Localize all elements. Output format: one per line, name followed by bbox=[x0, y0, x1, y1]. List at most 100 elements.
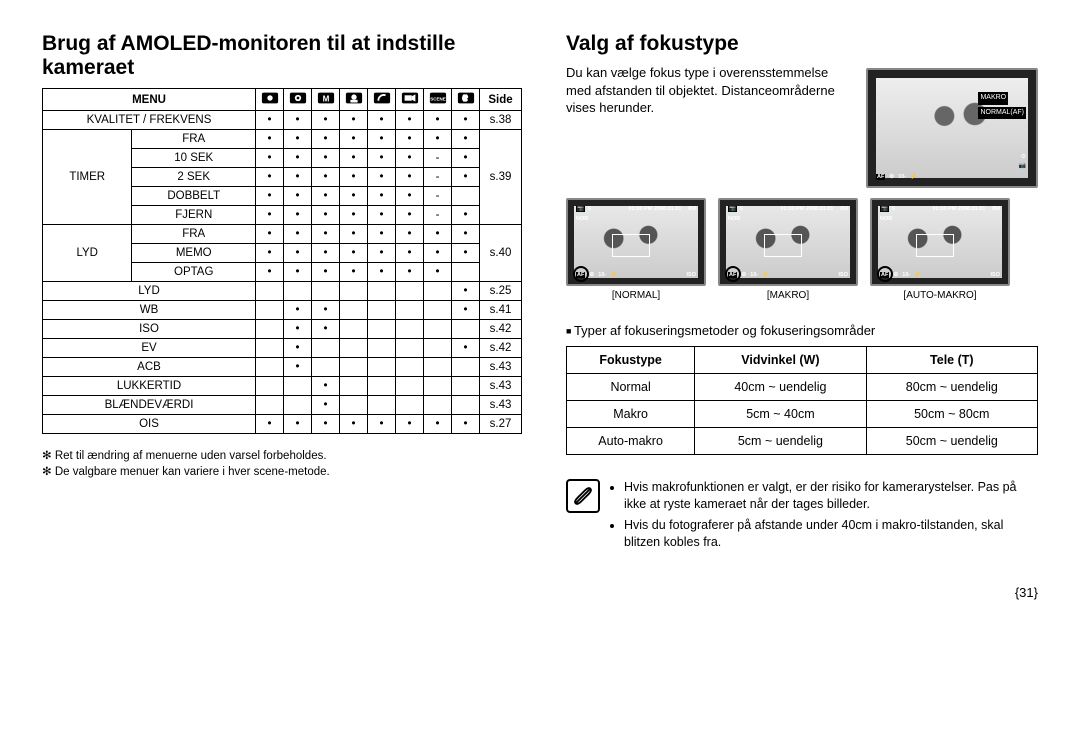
feature-cell bbox=[424, 244, 452, 263]
feature-cell bbox=[368, 111, 396, 130]
row-label: OIS bbox=[43, 415, 256, 434]
page-number: {31} bbox=[42, 585, 1038, 600]
feature-cell bbox=[340, 339, 368, 358]
feature-cell bbox=[256, 396, 284, 415]
lcd-preview: 📷501:00 PM 2008.01.018MAF⚙10-⚡ISONOR bbox=[870, 198, 1010, 286]
feature-cell bbox=[424, 225, 452, 244]
focus-cell: 5cm ~ uendelig bbox=[695, 428, 866, 455]
feature-cell bbox=[256, 282, 284, 301]
feature-cell bbox=[368, 168, 396, 187]
feature-cell bbox=[368, 263, 396, 282]
feature-cell bbox=[312, 206, 340, 225]
row-label: 10 SEK bbox=[132, 149, 256, 168]
feature-cell bbox=[256, 225, 284, 244]
feature-cell bbox=[368, 282, 396, 301]
feature-cell bbox=[256, 149, 284, 168]
focus-mode-preview: MAKRO NORMAL(AF) ⚙📷 AF ⚙10-⚡ bbox=[866, 68, 1038, 188]
feature-cell bbox=[452, 206, 480, 225]
row-label: FRA bbox=[132, 225, 256, 244]
feature-cell bbox=[368, 206, 396, 225]
preview-label-makro: MAKRO bbox=[978, 92, 1008, 105]
feature-cell bbox=[312, 168, 340, 187]
mode-icon-6 bbox=[396, 89, 424, 111]
mode-icon-8 bbox=[452, 89, 480, 111]
preview-label-normal: NORMAL(AF) bbox=[978, 107, 1026, 120]
preview-caption: [NORMAL] bbox=[566, 290, 706, 301]
focus-cell: 50cm ~ uendelig bbox=[866, 428, 1037, 455]
row-label: LUKKERTID bbox=[43, 377, 256, 396]
feature-cell bbox=[256, 358, 284, 377]
feature-cell bbox=[312, 187, 340, 206]
feature-cell bbox=[424, 320, 452, 339]
col-menu: MENU bbox=[43, 89, 256, 111]
row-label: 2 SEK bbox=[132, 168, 256, 187]
feature-cell bbox=[340, 149, 368, 168]
preview-right-icons: ⚙📷 bbox=[1019, 153, 1026, 172]
feature-cell bbox=[340, 358, 368, 377]
row-label: MEMO bbox=[132, 244, 256, 263]
feature-cell bbox=[312, 149, 340, 168]
feature-cell bbox=[340, 225, 368, 244]
page-ref: s.42 bbox=[480, 320, 522, 339]
feature-cell bbox=[452, 339, 480, 358]
feature-cell bbox=[312, 396, 340, 415]
preview-caption: [AUTO-MAKRO] bbox=[870, 290, 1010, 301]
svg-text:M: M bbox=[322, 95, 329, 104]
mode-icon-5 bbox=[368, 89, 396, 111]
mode-icon-7: SCENE bbox=[424, 89, 452, 111]
feature-cell bbox=[256, 187, 284, 206]
feature-cell bbox=[396, 206, 424, 225]
row-label: DOBBELT bbox=[132, 187, 256, 206]
col-side: Side bbox=[480, 89, 522, 111]
page-ref: s.41 bbox=[480, 301, 522, 320]
feature-cell bbox=[424, 263, 452, 282]
feature-cell bbox=[256, 301, 284, 320]
feature-cell bbox=[424, 377, 452, 396]
feature-cell bbox=[452, 111, 480, 130]
feature-cell bbox=[312, 415, 340, 434]
feature-cell bbox=[452, 263, 480, 282]
focus-table: FokustypeVidvinkel (W)Tele (T) Normal40c… bbox=[566, 346, 1038, 455]
feature-cell bbox=[452, 225, 480, 244]
feature-cell bbox=[284, 130, 312, 149]
preview-caption: [MAKRO] bbox=[718, 290, 858, 301]
page-lyd: s.40 bbox=[480, 225, 522, 282]
focus-cell: 5cm ~ 40cm bbox=[695, 401, 866, 428]
group-timer: TIMER bbox=[43, 130, 132, 225]
row-label: FJERN bbox=[132, 206, 256, 225]
feature-cell bbox=[424, 282, 452, 301]
feature-cell bbox=[368, 415, 396, 434]
preview-item: 📷501:00 PM 2008.01.018MAF⚙10-⚡ISONOR [AUT… bbox=[870, 198, 1010, 301]
feature-cell bbox=[284, 358, 312, 377]
feature-cell bbox=[256, 206, 284, 225]
left-notes: Ret til ændring af menuerne uden varsel … bbox=[42, 448, 522, 478]
feature-cell bbox=[396, 377, 424, 396]
page-ref: s.43 bbox=[480, 396, 522, 415]
feature-cell bbox=[368, 339, 396, 358]
preview-item: 📷501:00 PM 2008.01.018MAF⚙10-⚡ISONOR[NOR… bbox=[566, 198, 706, 301]
focus-cell: Normal bbox=[567, 374, 695, 401]
feature-cell bbox=[256, 168, 284, 187]
note-1: Ret til ændring af menuerne uden varsel … bbox=[55, 450, 327, 462]
mode-icon-1 bbox=[256, 89, 284, 111]
mode-icon-2 bbox=[284, 89, 312, 111]
feature-cell bbox=[424, 358, 452, 377]
feature-cell bbox=[284, 244, 312, 263]
feature-cell bbox=[368, 130, 396, 149]
feature-cell bbox=[312, 111, 340, 130]
feature-cell bbox=[284, 339, 312, 358]
feature-cell bbox=[284, 168, 312, 187]
feature-cell bbox=[284, 111, 312, 130]
feature-cell bbox=[256, 415, 284, 434]
right-title: Valg af fokustype bbox=[566, 32, 1038, 56]
feature-cell bbox=[340, 111, 368, 130]
feature-cell bbox=[256, 130, 284, 149]
row-label: LYD bbox=[43, 282, 256, 301]
feature-cell bbox=[256, 339, 284, 358]
note-icon bbox=[566, 479, 600, 513]
feature-cell bbox=[424, 301, 452, 320]
feature-cell bbox=[396, 320, 424, 339]
feature-cell bbox=[312, 320, 340, 339]
svg-text:SCENE: SCENE bbox=[430, 97, 446, 102]
feature-cell bbox=[452, 282, 480, 301]
